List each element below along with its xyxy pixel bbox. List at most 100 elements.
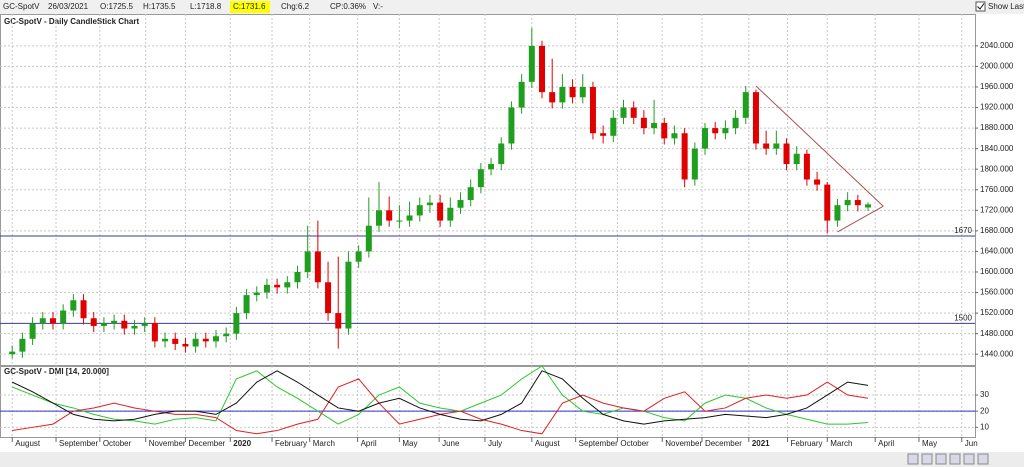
candle-body xyxy=(355,251,362,262)
candle-body xyxy=(477,169,484,188)
close: C:1731.6 xyxy=(233,2,266,11)
dmi-line xyxy=(12,365,869,425)
y-tick-label: 1480.000 xyxy=(980,329,1014,338)
show-last[interactable]: Show Last xyxy=(988,2,1024,11)
volume: V:- xyxy=(373,2,383,11)
candle-body xyxy=(732,117,739,129)
x-tick-label: September xyxy=(579,439,618,448)
x-tick-label: 2021 xyxy=(752,439,770,448)
candle-body xyxy=(294,271,301,283)
y-tick-label: 1560.000 xyxy=(980,288,1014,297)
x-tick-label: August xyxy=(535,439,561,448)
candle-body xyxy=(559,86,566,103)
candle-body xyxy=(844,200,851,206)
candle-body xyxy=(773,143,780,149)
x-tick-label: December xyxy=(188,439,225,448)
x-tick-label: May xyxy=(402,439,417,448)
check xyxy=(977,3,985,10)
candle-body xyxy=(131,325,138,329)
candle-body xyxy=(518,81,525,108)
trend-line xyxy=(837,205,884,233)
x-tick-label: April xyxy=(361,439,377,448)
candle-body xyxy=(162,338,169,342)
candle-body xyxy=(651,122,658,129)
candle-body xyxy=(284,282,291,288)
candle-body xyxy=(457,200,464,208)
scrollbar[interactable] xyxy=(0,452,1024,467)
candle-body xyxy=(640,117,647,129)
candle-body xyxy=(824,184,831,221)
candle-body xyxy=(528,45,535,82)
candle-body xyxy=(834,205,841,221)
x-tick-label: October xyxy=(103,439,132,448)
candle-body xyxy=(793,153,800,165)
candle-body xyxy=(233,313,240,334)
candle-body xyxy=(111,320,118,324)
x-tick-label: March xyxy=(830,439,852,448)
x-tick-label: August xyxy=(15,439,41,448)
candle-body xyxy=(712,128,719,134)
open: O:1725.5 xyxy=(100,2,133,11)
checkbox[interactable] xyxy=(975,1,986,12)
candle-body xyxy=(600,133,607,136)
y-tick-label: 2000.000 xyxy=(980,62,1014,71)
candle-body xyxy=(19,338,26,352)
candle-body xyxy=(182,343,189,347)
y-tick-label: 1720.000 xyxy=(980,205,1014,214)
x-tick-label: July xyxy=(488,439,502,448)
trend-line xyxy=(755,85,884,207)
candle-body xyxy=(396,220,403,222)
x-tick-label: October xyxy=(620,439,649,448)
y-tick-label: 1840.000 xyxy=(980,144,1014,153)
y-tick-label: 1440.000 xyxy=(980,349,1014,358)
candle-body xyxy=(865,204,872,208)
high: H:1735.5 xyxy=(143,2,176,11)
chart-title: GC-SpotV - Daily CandleStick Chart xyxy=(4,17,139,26)
candle-body xyxy=(90,318,97,326)
candle-body xyxy=(253,292,260,296)
candle-body xyxy=(151,323,158,342)
candle-body xyxy=(742,92,749,118)
nav-buttons[interactable] xyxy=(907,453,989,465)
candle-body xyxy=(681,133,688,180)
close-highlight xyxy=(230,1,270,13)
indicator-title: GC-SpotV - DMI [14, 20.000] xyxy=(4,367,109,376)
candle-body xyxy=(610,117,617,136)
candle-body xyxy=(375,210,382,226)
low: L:1718.8 xyxy=(190,2,222,11)
x-tick-label: April xyxy=(878,439,894,448)
candle-body xyxy=(488,164,495,170)
y-tick-label: 1680.000 xyxy=(980,226,1014,235)
candle-body xyxy=(620,107,627,118)
candle-body xyxy=(498,143,505,165)
candle-body xyxy=(202,338,209,342)
candle-body xyxy=(661,122,668,139)
candle-body xyxy=(49,318,56,324)
candle-body xyxy=(304,251,311,272)
candle-body xyxy=(752,92,759,144)
candle-body xyxy=(783,143,790,165)
x-tick-label: 2020 xyxy=(233,439,251,448)
x-tick-label: September xyxy=(59,439,98,448)
candle-body xyxy=(702,128,709,149)
candle-body xyxy=(437,202,444,221)
candle-body xyxy=(263,284,270,293)
candle-body xyxy=(70,300,77,311)
candle-body xyxy=(121,320,128,329)
candle-body xyxy=(345,261,352,329)
candle-body xyxy=(29,323,36,339)
candle-body xyxy=(447,207,454,221)
x-tick-label: Jun xyxy=(965,439,978,448)
candle-body xyxy=(426,202,433,206)
level-label: 1500 xyxy=(954,313,972,322)
candle-body xyxy=(386,210,393,221)
y-tick-label: 1800.000 xyxy=(980,164,1014,173)
y-tick-label: 2040.000 xyxy=(980,41,1014,50)
candle-body xyxy=(39,318,46,324)
x-tick-label: June xyxy=(442,439,460,448)
y-tick-label: 1920.000 xyxy=(980,103,1014,112)
candle-body xyxy=(325,282,332,314)
y-tick-label: 1880.000 xyxy=(980,123,1014,132)
candle-body xyxy=(60,310,67,324)
